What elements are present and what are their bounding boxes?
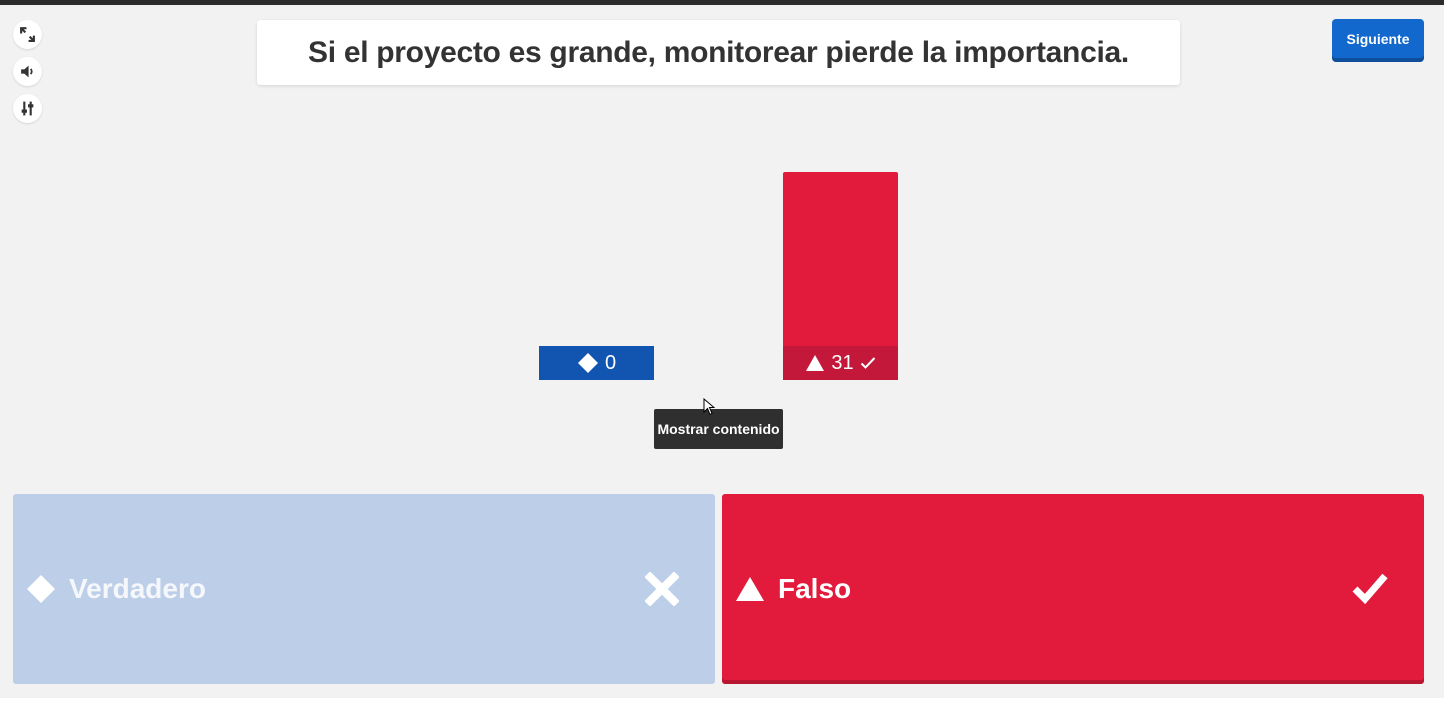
question-text: Si el proyecto es grande, monitorear pie… [308,35,1129,69]
fullscreen-icon [20,27,35,42]
correct-check-icon [860,357,875,369]
result-bar-label: 31 [783,346,898,380]
correct-check-icon [1352,573,1388,604]
mouse-cursor-icon [703,398,715,416]
triangle-icon [736,577,764,601]
answer-falso[interactable]: Falso [722,494,1424,684]
question-card: Si el proyecto es grande, monitorear pie… [257,20,1180,85]
next-button[interactable]: Siguiente [1332,19,1424,62]
top-window-strip [0,0,1444,5]
side-controls [13,20,42,123]
diamond-icon [27,575,55,603]
answer-verdadero[interactable]: Verdadero [13,494,715,684]
settings-sliders-icon [21,101,34,116]
answer-label: Verdadero [69,573,206,604]
volume-icon [21,65,33,78]
incorrect-x-icon [645,572,679,606]
result-bar-label: 0 [539,346,654,380]
result-bar-triangle: 31 [783,172,898,380]
result-count: 0 [604,351,617,374]
fullscreen-button[interactable] [13,20,42,49]
result-bar-diamond: 0 [539,346,654,380]
volume-button[interactable] [13,57,42,86]
settings-button[interactable] [13,94,42,123]
tooltip-text: Mostrar contenido [657,421,780,437]
triangle-icon [806,355,825,371]
answer-label: Falso [778,573,852,604]
result-count: 31 [831,351,854,374]
diamond-icon [577,353,598,373]
bottom-strip [0,698,1444,712]
show-content-tooltip: Mostrar contenido [654,409,783,449]
